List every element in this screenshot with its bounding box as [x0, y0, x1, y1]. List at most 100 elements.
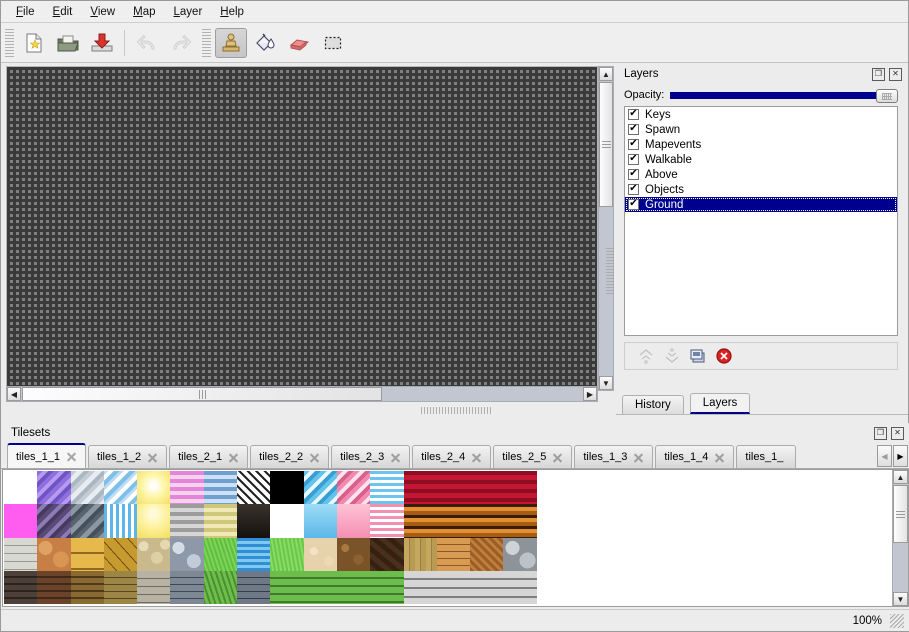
tile-cell[interactable]	[470, 471, 504, 505]
tile-cell[interactable]	[270, 504, 304, 538]
tileset-tab-tiles_1_3[interactable]: tiles_1_3	[574, 445, 654, 468]
vertical-splitter-grip[interactable]	[606, 248, 614, 294]
tile-cell[interactable]	[37, 504, 71, 538]
eraser-tool-button[interactable]	[283, 28, 315, 58]
tile-cell[interactable]	[4, 537, 38, 571]
tile-cell[interactable]	[4, 504, 38, 538]
canvas-scroll-left-button[interactable]: ◀	[7, 387, 21, 401]
menu-view[interactable]: View	[90, 5, 116, 18]
tileset-tabs-scroll-right-button[interactable]: ▶	[893, 445, 908, 467]
redo-button[interactable]	[165, 28, 197, 58]
tileset-tabs-scroll-left-button[interactable]: ◀	[877, 445, 892, 467]
tile-cell[interactable]	[403, 537, 437, 571]
tile-cell[interactable]	[37, 471, 71, 505]
tile-cell[interactable]	[370, 504, 404, 538]
tile-cell[interactable]	[203, 471, 238, 505]
canvas-scroll-down-button[interactable]: ▼	[599, 376, 613, 390]
tile-cell[interactable]	[403, 471, 437, 505]
tile-cell[interactable]	[137, 504, 171, 538]
window-resize-grip[interactable]	[890, 613, 904, 628]
close-tab-icon[interactable]	[66, 451, 77, 462]
layer-row-keys[interactable]: ✔ Keys	[625, 107, 897, 122]
tile-cell[interactable]	[470, 504, 504, 538]
tileset-tab-tiles_2_3[interactable]: tiles_2_3	[331, 445, 411, 468]
close-icon[interactable]: ✕	[891, 426, 904, 440]
tile-cell[interactable]	[137, 471, 171, 505]
stamp-tool-button[interactable]	[215, 27, 247, 58]
tile-cell[interactable]	[270, 570, 304, 605]
tile-cell[interactable]	[4, 471, 38, 505]
layer-list[interactable]: ✔ Keys ✔ Spawn ✔ Mapevents ✔ Walkable ✔	[624, 106, 898, 336]
close-tab-icon[interactable]	[714, 452, 725, 463]
tile-cell[interactable]	[170, 504, 204, 538]
close-tab-icon[interactable]	[633, 452, 644, 463]
tile-cell[interactable]	[203, 504, 238, 538]
tileset-scroll-thumb[interactable]	[893, 485, 908, 543]
tile-cell[interactable]	[436, 570, 471, 605]
layer-visibility-checkbox[interactable]: ✔	[628, 197, 639, 210]
tile-cell[interactable]	[336, 537, 371, 571]
tile-cell[interactable]	[103, 570, 138, 605]
layer-visibility-checkbox[interactable]: ✔	[628, 152, 639, 165]
tileset-tab-tiles_2_2[interactable]: tiles_2_2	[250, 445, 330, 468]
tile-cell[interactable]	[70, 504, 104, 538]
tile-cell[interactable]	[403, 570, 437, 605]
close-tab-icon[interactable]	[471, 452, 482, 463]
layer-visibility-checkbox[interactable]: ✔	[628, 167, 639, 180]
tileset-tab-tiles_1_2[interactable]: tiles_1_2	[88, 445, 168, 468]
tileset-tab-tiles_1_1[interactable]: tiles_1_1	[7, 443, 87, 468]
tile-cell[interactable]	[303, 570, 337, 605]
layer-row-mapevents[interactable]: ✔ Mapevents	[625, 137, 897, 152]
tile-cell[interactable]	[4, 570, 38, 605]
tile-cell[interactable]	[436, 537, 471, 571]
close-tab-icon[interactable]	[309, 452, 320, 463]
menu-map[interactable]: Map	[133, 5, 156, 18]
canvas-vertical-scroll-thumb[interactable]	[599, 82, 613, 207]
tile-cell[interactable]	[137, 570, 171, 605]
tile-cell[interactable]	[336, 570, 371, 605]
tile-cell[interactable]	[370, 537, 404, 571]
close-tab-icon[interactable]	[147, 452, 158, 463]
tile-cell[interactable]	[303, 537, 337, 571]
layer-visibility-checkbox[interactable]: ✔	[628, 182, 639, 195]
tile-cell[interactable]	[237, 537, 271, 571]
tile-cell[interactable]	[37, 537, 71, 571]
canvas-horizontal-scroll-thumb[interactable]	[22, 387, 382, 401]
tileset-tab-tiles_2_1[interactable]: tiles_2_1	[169, 445, 249, 468]
close-tab-icon[interactable]	[228, 452, 239, 463]
tileset-scroll-down-button[interactable]: ▼	[893, 592, 908, 606]
toolbar-drag-handle[interactable]	[5, 28, 14, 57]
opacity-slider[interactable]	[670, 89, 898, 103]
undo-button[interactable]	[131, 28, 163, 58]
layer-row-above[interactable]: ✔ Above	[625, 167, 897, 182]
tile-cell[interactable]	[303, 471, 337, 505]
delete-layer-button[interactable]	[713, 345, 735, 367]
tile-cell[interactable]	[336, 471, 371, 505]
tileset-tab-tiles_2_4[interactable]: tiles_2_4	[412, 445, 492, 468]
tileset-tab-tiles_1_5[interactable]: tiles_1_	[736, 445, 797, 468]
tile-cell[interactable]	[503, 471, 537, 505]
canvas-horizontal-scrollbar[interactable]: ◀ ▶	[6, 386, 598, 402]
select-tool-button[interactable]	[317, 28, 349, 58]
undock-icon[interactable]: ❐	[874, 426, 887, 440]
save-map-button[interactable]	[86, 28, 118, 58]
fill-tool-button[interactable]	[249, 28, 281, 58]
layer-visibility-checkbox[interactable]: ✔	[628, 122, 639, 135]
tileset-scroll-up-button[interactable]: ▲	[893, 470, 908, 484]
tileset-tab-tiles_1_4[interactable]: tiles_1_4	[655, 445, 735, 468]
layer-row-objects[interactable]: ✔ Objects	[625, 182, 897, 197]
tile-cell[interactable]	[170, 570, 204, 605]
tile-cell[interactable]	[203, 570, 238, 605]
tile-cell[interactable]	[436, 504, 471, 538]
tile-cell[interactable]	[237, 570, 271, 605]
tile-cell[interactable]	[270, 537, 304, 571]
tile-cell[interactable]	[170, 471, 204, 505]
tile-cell[interactable]	[70, 570, 104, 605]
tile-cell[interactable]	[503, 570, 537, 605]
tile-cell[interactable]	[103, 504, 138, 538]
tile-cell[interactable]	[470, 570, 504, 605]
canvas-vertical-scrollbar[interactable]: ▲ ▼	[598, 66, 614, 391]
tile-cell[interactable]	[203, 537, 238, 571]
horizontal-splitter-grip[interactable]	[421, 407, 491, 414]
tile-cell[interactable]	[370, 570, 404, 605]
